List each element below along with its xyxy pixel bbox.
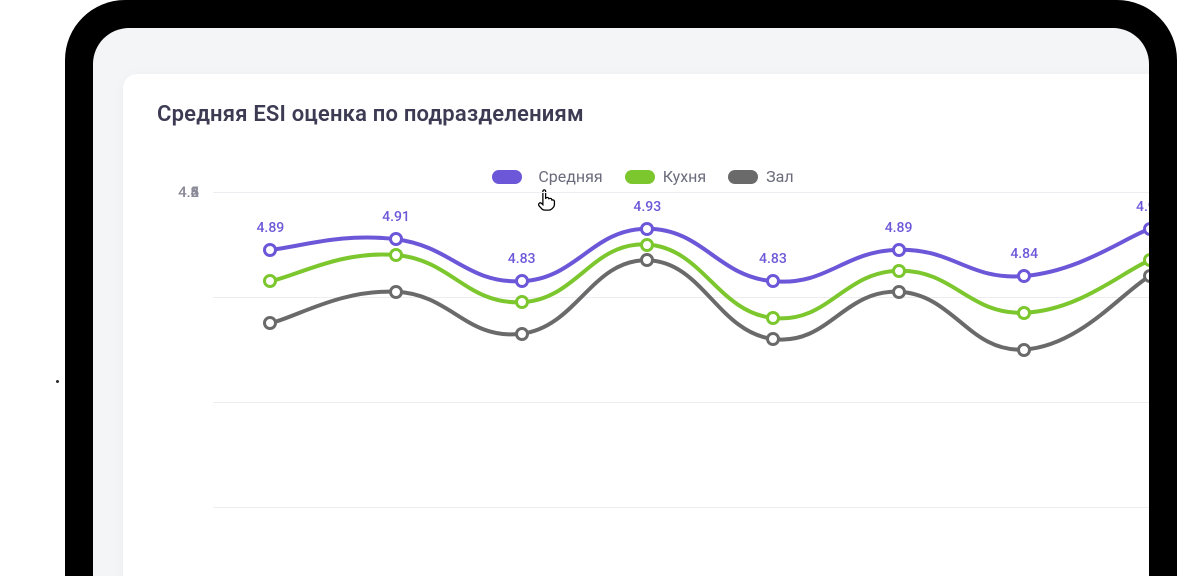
legend-swatch xyxy=(728,170,758,184)
legend-label: Средняя xyxy=(538,167,602,186)
chart-legend: Средняя Кухня Зал xyxy=(157,167,1149,186)
data-point-marker[interactable] xyxy=(892,243,906,257)
data-point-marker[interactable] xyxy=(766,274,780,288)
y-tick-label: 4.2 xyxy=(178,183,199,201)
page-root: Средняя ESI оценка по подразделениям Сре… xyxy=(0,0,1177,576)
data-point-marker[interactable] xyxy=(263,274,277,288)
data-point-marker[interactable] xyxy=(263,316,277,330)
data-point-label: 4.93 xyxy=(1136,199,1149,215)
data-point-label: 4.89 xyxy=(256,220,284,236)
legend-swatch xyxy=(492,170,522,184)
plot-area: 4.89 4.91 4.83 4.93 4.83 4.89 4.84 4.93 xyxy=(213,192,1149,576)
legend-label: Кухня xyxy=(663,167,706,186)
series-svg xyxy=(213,192,1149,576)
tablet-home-indicator xyxy=(56,380,59,383)
legend-label: Зал xyxy=(766,167,793,186)
data-point-marker[interactable] xyxy=(640,253,654,267)
data-point-marker[interactable] xyxy=(892,285,906,299)
legend-item-средняя[interactable]: Средняя xyxy=(492,167,602,186)
card-title: Средняя ESI оценка по подразделениям xyxy=(157,102,1149,127)
legend-item-кухня[interactable]: Кухня xyxy=(625,167,706,186)
data-point-label: 4.91 xyxy=(382,209,410,225)
data-point-label: 4.89 xyxy=(885,220,913,236)
data-point-label: 4.83 xyxy=(759,251,787,267)
data-point-marker[interactable] xyxy=(515,274,529,288)
legend-item-зал[interactable]: Зал xyxy=(728,167,793,186)
data-point-marker[interactable] xyxy=(1017,343,1031,357)
chart-card: Средняя ESI оценка по подразделениям Сре… xyxy=(123,74,1149,576)
tablet-frame: Средняя ESI оценка по подразделениям Сре… xyxy=(65,0,1177,576)
data-point-marker[interactable] xyxy=(1017,269,1031,283)
chart-area: 54.84.64.44.2 4.894.914.834.934.834.894.… xyxy=(157,192,1149,576)
data-point-marker[interactable] xyxy=(515,327,529,341)
data-point-label: 4.84 xyxy=(1010,246,1038,262)
data-point-marker[interactable] xyxy=(515,295,529,309)
data-point-label: 4.93 xyxy=(633,199,661,215)
data-point-marker[interactable] xyxy=(640,222,654,236)
data-point-marker[interactable] xyxy=(263,243,277,257)
tablet-screen: Средняя ESI оценка по подразделениям Сре… xyxy=(93,28,1149,576)
data-point-marker[interactable] xyxy=(892,264,906,278)
data-point-marker[interactable] xyxy=(766,332,780,346)
data-point-marker[interactable] xyxy=(766,311,780,325)
data-point-marker[interactable] xyxy=(389,232,403,246)
data-point-marker[interactable] xyxy=(1017,306,1031,320)
legend-swatch xyxy=(625,170,655,184)
data-point-marker[interactable] xyxy=(389,285,403,299)
data-point-label: 4.83 xyxy=(508,251,536,267)
data-point-marker[interactable] xyxy=(389,248,403,262)
data-point-marker[interactable] xyxy=(640,238,654,252)
